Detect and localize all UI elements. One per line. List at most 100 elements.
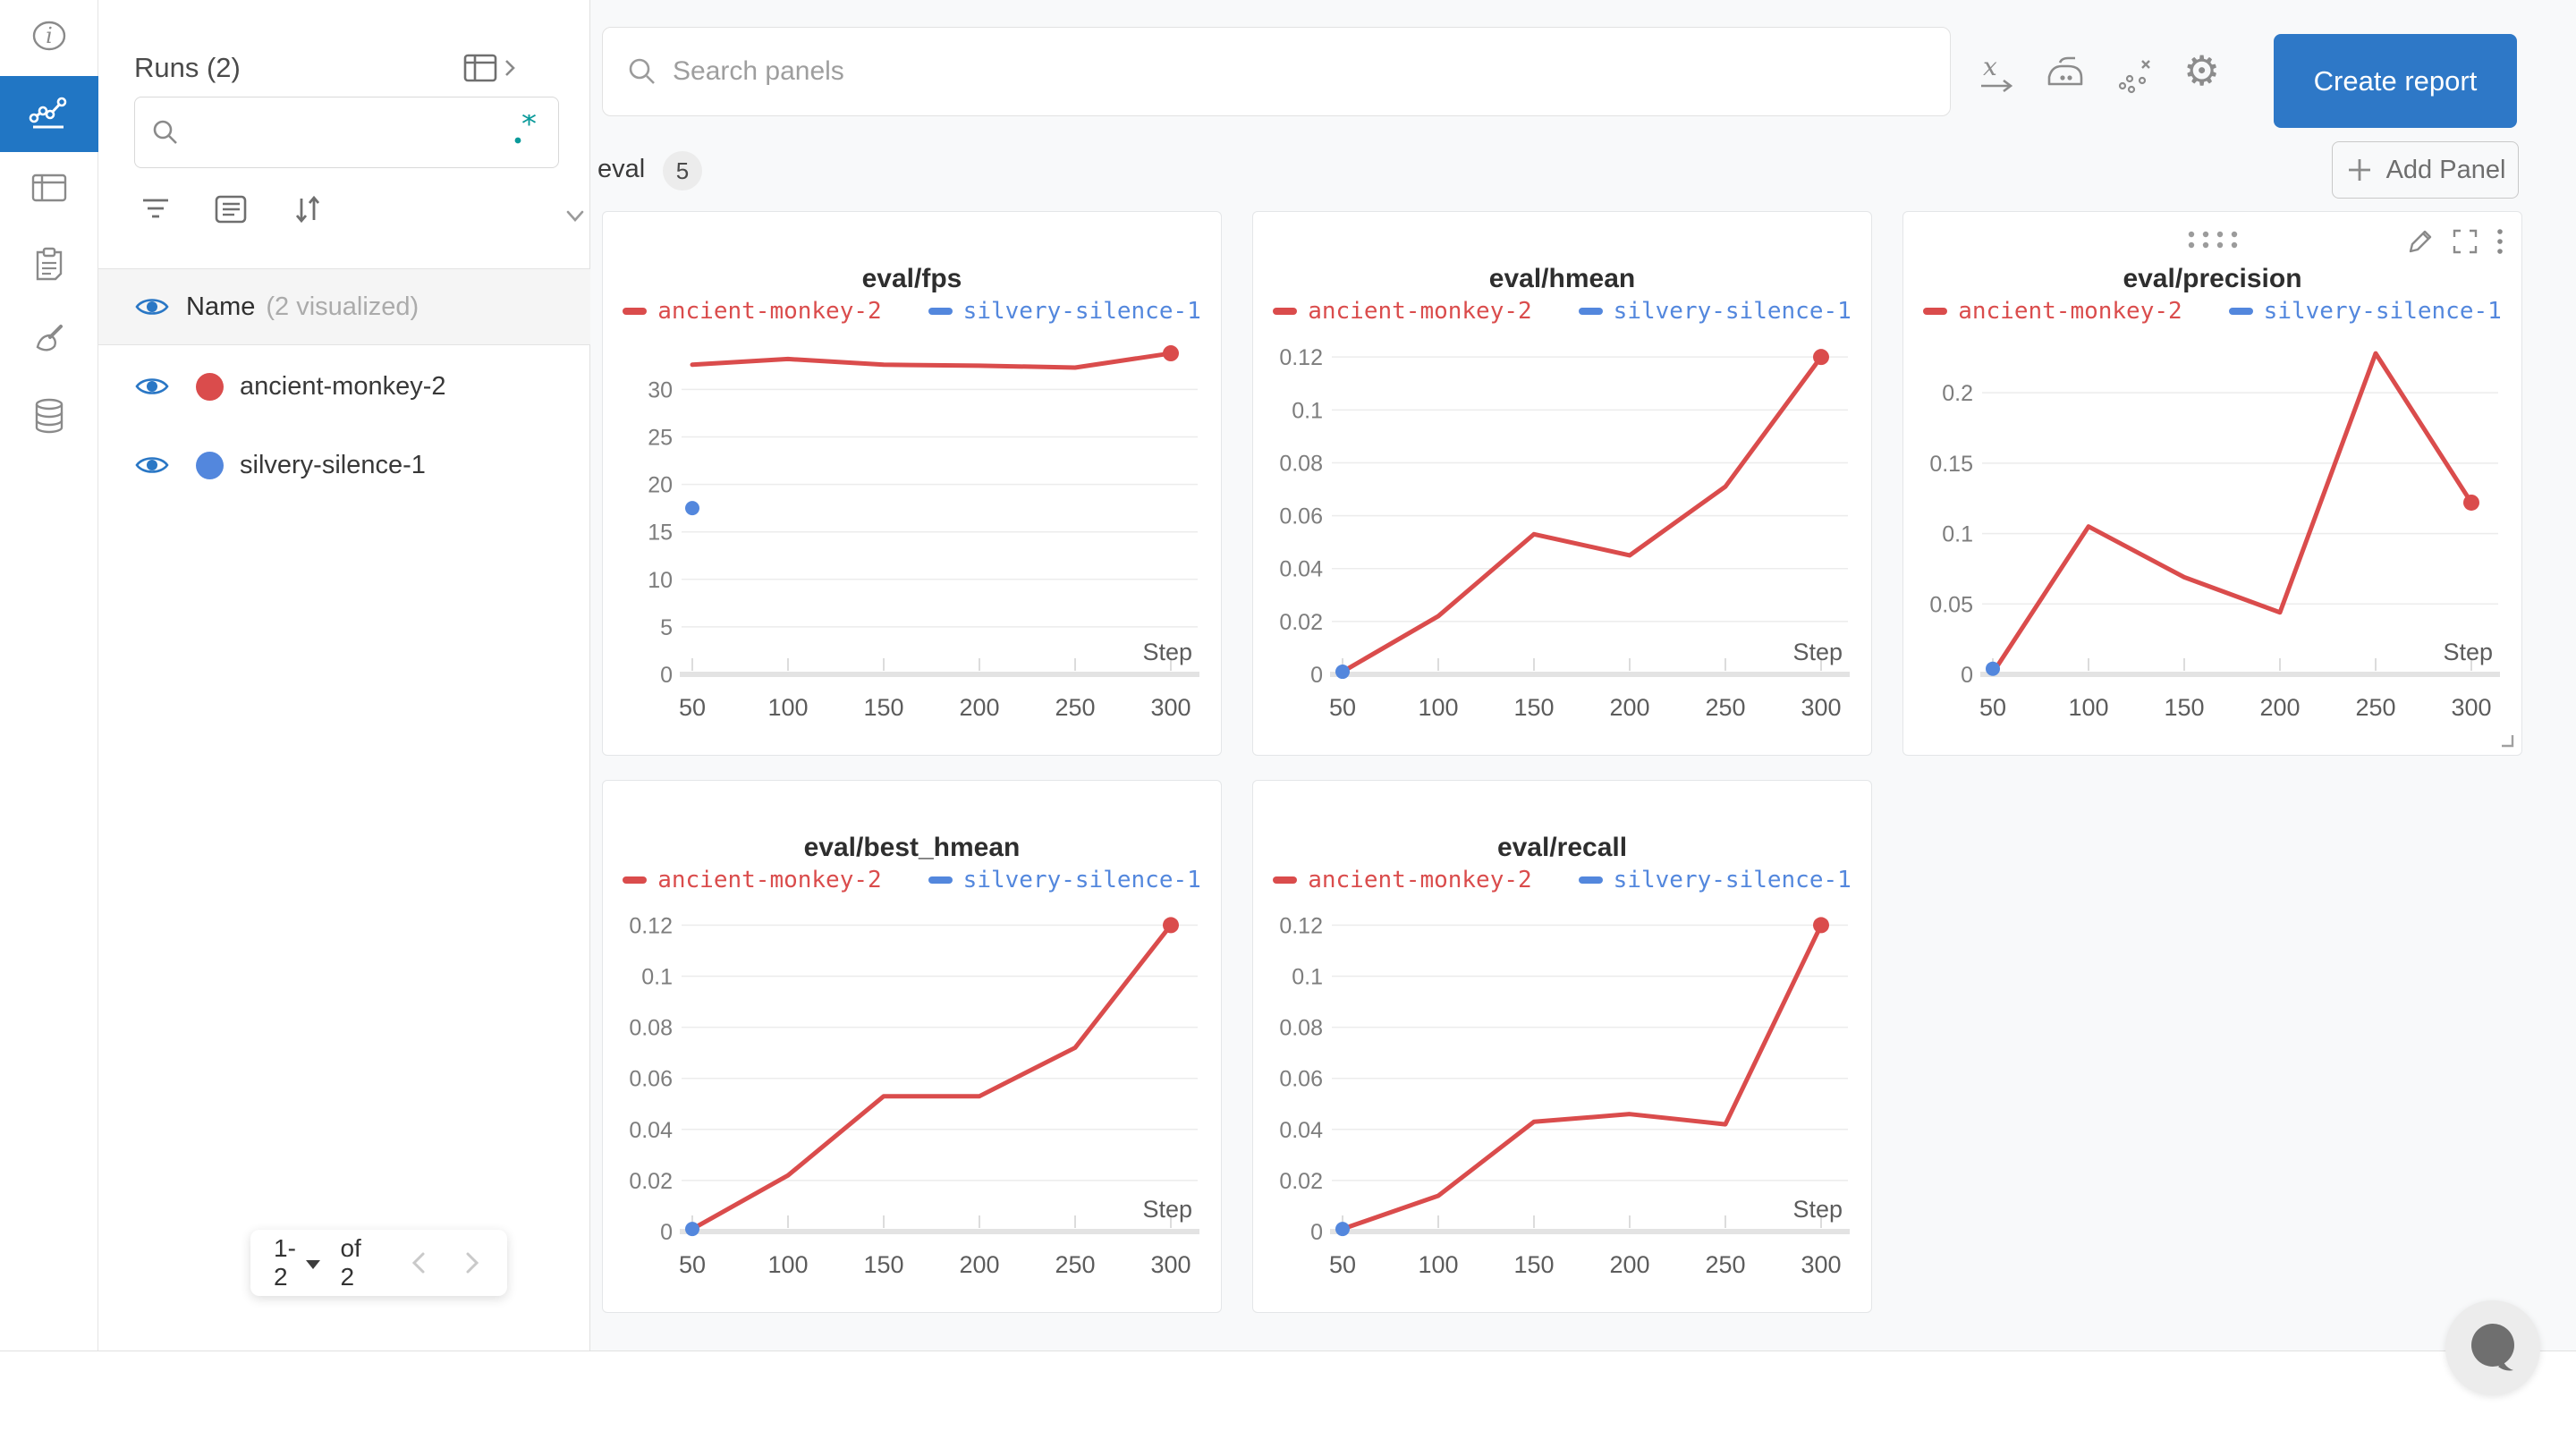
legend-swatch [623, 876, 648, 884]
svg-text:150: 150 [2164, 694, 2204, 721]
chart-title: eval/recall [1496, 833, 1628, 862]
run-row[interactable]: ancient-monkey-2 [98, 347, 590, 426]
line-chart: 0 0.02 0.04 0.06 0.08 0.1 0.12 50 100 150 200 250 30… [1279, 345, 1850, 721]
svg-text:0.04: 0.04 [1279, 1118, 1323, 1143]
rail-item-charts[interactable] [0, 76, 98, 152]
svg-text:300: 300 [1150, 694, 1191, 721]
x-axis-settings-icon[interactable]: x [1974, 52, 2021, 98]
svg-text:200: 200 [959, 1251, 999, 1278]
legend-swatch [928, 308, 953, 315]
run-name-label: ancient-monkey-2 [240, 371, 446, 401]
chart-panel: eval/fps ancient-monkey-2 silvery-silence-… [602, 211, 1222, 756]
svg-text:200: 200 [2259, 694, 2300, 721]
svg-text:*: * [521, 114, 537, 142]
panels-grid: eval/fps ancient-monkey-2 silvery-silence-… [602, 211, 2570, 1320]
section-title[interactable]: eval [597, 155, 646, 183]
add-panel-button[interactable]: Add Panel [2332, 141, 2519, 199]
eye-visible-icon[interactable] [134, 453, 170, 478]
pagination-dropdown-caret[interactable] [306, 1260, 321, 1269]
panel-layout-icon [29, 167, 70, 213]
plus-icon [2345, 156, 2374, 184]
smoothing-iron-icon[interactable] [2042, 52, 2089, 98]
svg-text:0.02: 0.02 [1279, 610, 1323, 635]
panel-collapse-chevron-icon[interactable] [562, 204, 589, 227]
legend-item: silvery-silence-1 [928, 867, 1201, 893]
run-row[interactable]: silvery-silence-1 [98, 426, 590, 504]
svg-text:250: 250 [1705, 1251, 1745, 1278]
legend-run-label: ancient-monkey-2 [1308, 298, 1532, 325]
svg-text:250: 250 [1705, 694, 1745, 721]
legend-run-label: silvery-silence-1 [962, 867, 1201, 893]
svg-text:0.04: 0.04 [629, 1118, 673, 1143]
svg-text:0.02: 0.02 [1279, 1169, 1323, 1194]
svg-text:100: 100 [2068, 694, 2108, 721]
svg-text:100: 100 [767, 1251, 808, 1278]
svg-text:250: 250 [1055, 1251, 1095, 1278]
legend-item: silvery-silence-1 [1578, 867, 1852, 893]
column-name-label: Name [186, 292, 256, 321]
chart-panel: eval/recall ancient-monkey-2 silvery-silen… [1252, 780, 1872, 1313]
legend-swatch [1273, 876, 1298, 884]
rail-item-info[interactable]: i [0, 0, 98, 76]
edit-pencil-icon[interactable] [2405, 226, 2436, 257]
svg-text:0.1: 0.1 [641, 965, 673, 990]
sort-icon[interactable] [288, 191, 327, 232]
svg-text:15: 15 [648, 521, 673, 546]
filter-icon[interactable] [138, 191, 174, 232]
runs-column-header[interactable]: Name (2 visualized) [98, 268, 590, 345]
svg-text:10: 10 [648, 568, 673, 593]
rail-item-clipboard[interactable] [0, 228, 98, 304]
fullscreen-icon[interactable] [2450, 226, 2480, 257]
pagination-next-button[interactable] [461, 1248, 484, 1278]
svg-text:50: 50 [1329, 694, 1356, 721]
resize-handle-icon[interactable] [2496, 730, 2516, 749]
pagination-prev-button[interactable] [407, 1248, 430, 1278]
line-chart: 0 5 10 15 20 25 30 50 100 150 200 250 300 Step [648, 345, 1199, 721]
eye-visible-icon[interactable] [134, 374, 170, 399]
svg-text:0.2: 0.2 [1942, 381, 1973, 406]
panels-search-input[interactable] [673, 56, 1950, 87]
create-report-button[interactable]: Create report [2274, 34, 2517, 128]
svg-text:0.08: 0.08 [1279, 1016, 1323, 1041]
runs-search-input[interactable] [192, 118, 509, 147]
remove-outliers-icon[interactable] [2112, 52, 2158, 98]
svg-text:0.08: 0.08 [629, 1016, 673, 1041]
svg-text:50: 50 [679, 694, 706, 721]
svg-text:0: 0 [1310, 663, 1323, 688]
svg-text:25: 25 [648, 426, 673, 451]
svg-text:250: 250 [1055, 694, 1095, 721]
rail-item-database[interactable] [0, 380, 98, 456]
left-icon-rail: i [0, 0, 98, 1351]
runs-search-box: * [134, 97, 559, 168]
legend-swatch [928, 876, 953, 884]
legend-item: ancient-monkey-2 [1273, 867, 1532, 893]
svg-text:0.1: 0.1 [1292, 965, 1323, 990]
clipboard-icon [29, 243, 70, 289]
eye-visible-icon[interactable] [134, 294, 170, 319]
rail-item-panel-layout[interactable] [0, 152, 98, 228]
rail-item-brush[interactable] [0, 304, 98, 380]
svg-text:0: 0 [660, 663, 673, 688]
svg-text:20: 20 [648, 473, 673, 498]
svg-text:0.12: 0.12 [1279, 913, 1323, 938]
regex-toggle-icon[interactable]: * [509, 114, 545, 150]
kebab-menu-icon[interactable] [2495, 226, 2505, 257]
svg-text:30: 30 [648, 377, 673, 402]
pagination-range[interactable]: 1-2 [274, 1234, 296, 1291]
group-list-icon[interactable] [213, 191, 249, 232]
chat-support-button[interactable] [2445, 1300, 2540, 1395]
svg-text:300: 300 [1801, 1251, 1841, 1278]
chart-title: eval/best_hmean [803, 833, 1021, 862]
svg-text:300: 300 [1150, 1251, 1191, 1278]
settings-gear-icon[interactable]: ⚙ [2183, 47, 2221, 95]
legend-run-label: silvery-silence-1 [1613, 298, 1852, 325]
legend-item: ancient-monkey-2 [1273, 298, 1532, 325]
runs-table-expand-button[interactable] [463, 52, 526, 86]
legend-swatch [1578, 876, 1603, 884]
legend-item: silvery-silence-1 [1578, 298, 1852, 325]
database-icon [29, 395, 70, 441]
drag-handle-icon[interactable] [2183, 228, 2242, 250]
legend-run-label: silvery-silence-1 [962, 298, 1201, 325]
svg-text:0.06: 0.06 [1279, 1067, 1323, 1092]
svg-text:0.12: 0.12 [1279, 345, 1323, 370]
